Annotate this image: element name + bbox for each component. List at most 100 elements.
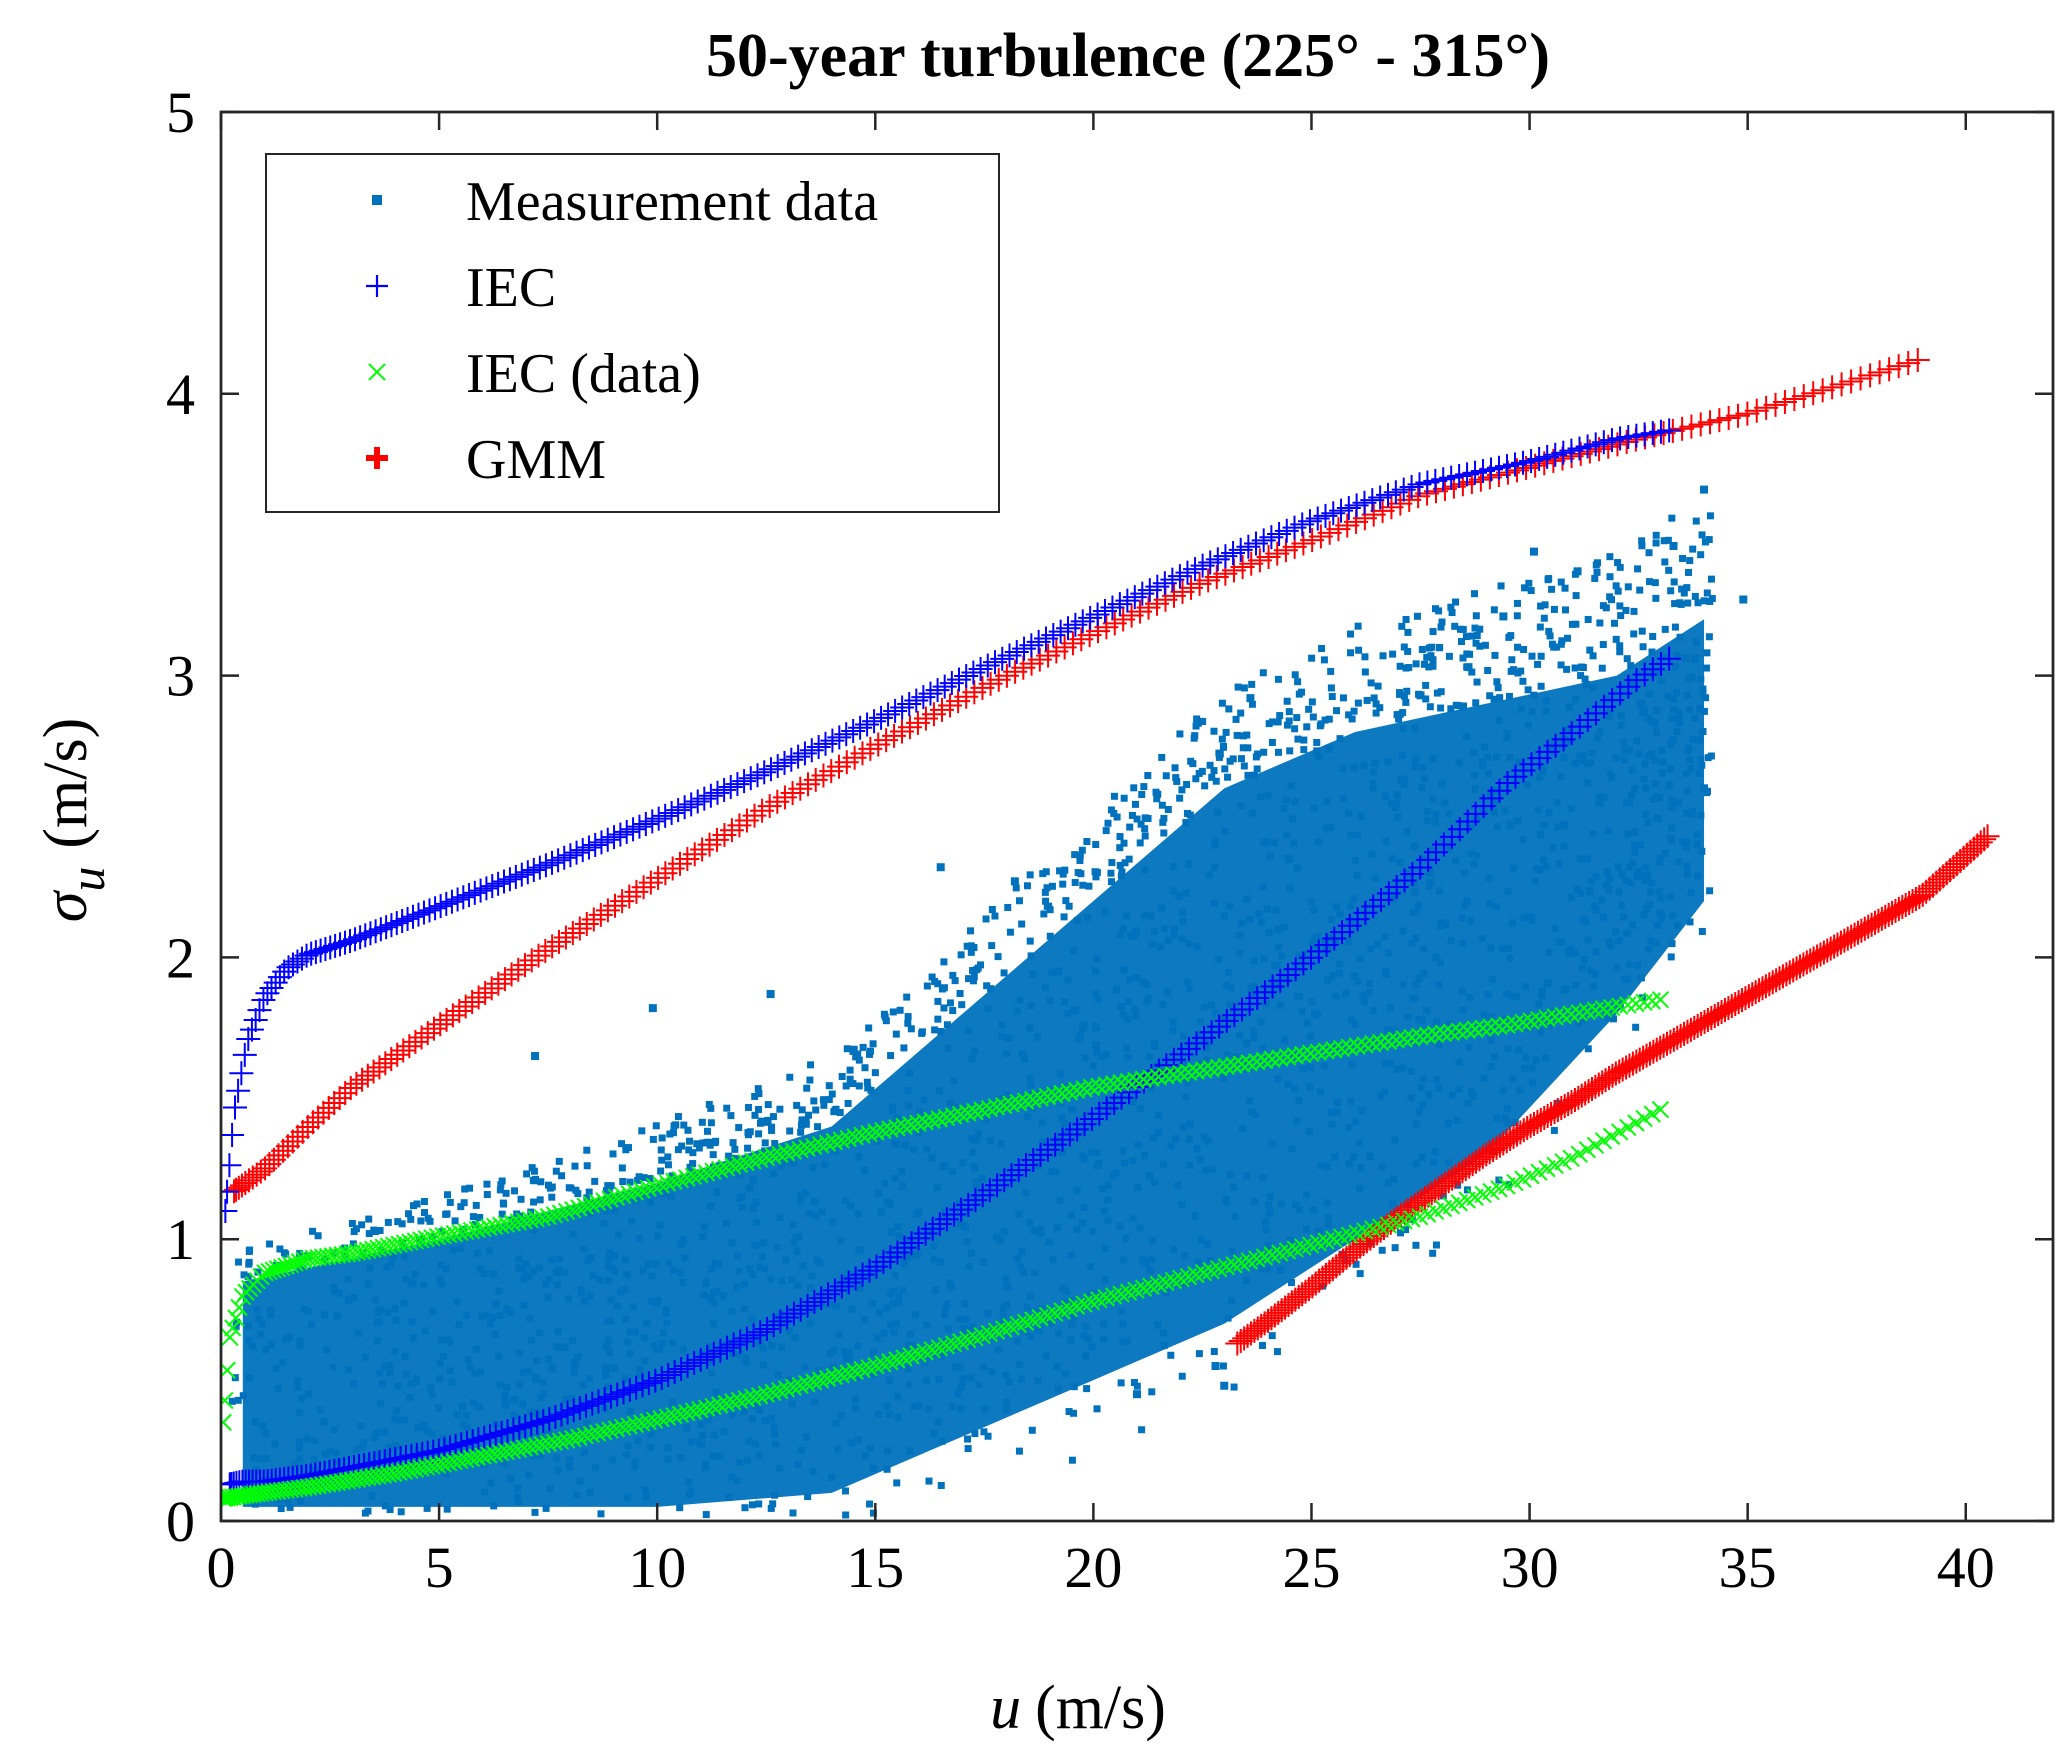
measurement-point — [558, 1172, 566, 1180]
measurement-point — [1382, 1059, 1390, 1067]
measurement-point — [1131, 800, 1139, 808]
measurement-point — [664, 1161, 672, 1169]
measurement-point — [1327, 916, 1335, 924]
series-marker-iec-0 — [358, 921, 383, 946]
measurement-point — [622, 1375, 630, 1383]
measurement-point — [701, 1460, 709, 1468]
measurement-point — [473, 1249, 481, 1257]
measurement-point — [971, 1047, 979, 1055]
series-marker-gmm-0 — [1820, 375, 1845, 400]
measurement-point — [1228, 1247, 1236, 1255]
measurement-point — [669, 1398, 677, 1406]
series-marker-iec-0 — [576, 835, 601, 860]
series-marker-iec-data--0 — [564, 1200, 582, 1219]
measurement-point — [1003, 1406, 1011, 1414]
measurement-point — [1357, 1164, 1365, 1172]
measurement-point — [1470, 860, 1478, 868]
measurement-point — [746, 1265, 754, 1273]
measurement-point — [723, 1104, 731, 1112]
series-marker-gmm-0 — [1782, 387, 1807, 412]
measurement-point — [1308, 654, 1316, 662]
series-marker-iec-data--0 — [1332, 1039, 1351, 1058]
series-marker-gmm-1 — [1603, 1061, 1628, 1086]
measurement-point — [1693, 840, 1701, 848]
measurement-point — [566, 1456, 574, 1464]
measurement-point — [1226, 1171, 1234, 1179]
series-marker-iec-0 — [497, 867, 522, 892]
measurement-point — [832, 1302, 840, 1310]
measurement-point — [647, 1430, 655, 1438]
measurement-point — [1447, 705, 1455, 713]
measurement-point — [1502, 990, 1510, 998]
measurement-point — [1686, 918, 1694, 926]
series-marker-iec-0 — [299, 941, 324, 966]
measurement-point — [1461, 902, 1469, 910]
measurement-point — [848, 1305, 856, 1313]
series-marker-iec-data--0 — [1466, 1020, 1484, 1038]
measurement-point — [699, 1232, 707, 1240]
measurement-point — [1049, 1256, 1057, 1264]
measurement-point — [1541, 1054, 1549, 1062]
series-marker-iec-1 — [519, 1412, 544, 1437]
series-marker-gmm-0 — [1523, 453, 1548, 478]
measurement-point — [883, 1198, 891, 1206]
series-marker-iec-data--0 — [1038, 1087, 1057, 1106]
series-marker-iec-0 — [395, 906, 420, 931]
measurement-point — [401, 1253, 409, 1261]
measurement-point — [1348, 715, 1356, 723]
measurement-point — [964, 1435, 972, 1443]
measurement-point — [1697, 811, 1705, 819]
measurement-outlier — [1560, 820, 1569, 829]
measurement-point — [1391, 804, 1399, 812]
series-marker-iec-1 — [495, 1419, 520, 1444]
series-marker-gmm-1 — [1549, 1096, 1574, 1121]
measurement-point — [1294, 678, 1302, 686]
series-marker-gmm-0 — [1735, 401, 1760, 426]
series-marker-gmm-0 — [421, 1016, 446, 1041]
measurement-point — [525, 1273, 533, 1281]
measurement-point — [1048, 969, 1056, 977]
series-marker-gmm-1 — [1610, 1057, 1635, 1082]
measurement-point — [1679, 554, 1687, 562]
measurement-point — [1676, 718, 1684, 726]
series-marker-gmm-1 — [1501, 1124, 1526, 1149]
measurement-point — [1636, 841, 1644, 849]
legend-marker-iec — [366, 275, 388, 297]
measurement-point — [1041, 888, 1049, 896]
measurement-point — [1345, 1160, 1353, 1168]
measurement-point — [1557, 640, 1565, 648]
series-marker-iec-data--0 — [1217, 1057, 1236, 1076]
measurement-point — [1189, 760, 1197, 768]
measurement-point — [1459, 654, 1467, 662]
measurement-point — [1328, 1120, 1336, 1128]
measurement-point — [1385, 949, 1393, 957]
series-marker-iec-data--0 — [1482, 1018, 1500, 1036]
series-marker-gmm-1 — [1522, 1111, 1547, 1136]
measurement-point — [517, 1195, 525, 1203]
measurement-point — [495, 1287, 503, 1295]
measurement-point — [1238, 1125, 1246, 1133]
measurement-point — [1358, 1107, 1366, 1115]
measurement-point — [1071, 851, 1079, 859]
measurement-point — [666, 1130, 674, 1138]
x-tick-label: 25 — [1282, 1535, 1340, 1600]
measurement-point — [552, 1167, 560, 1175]
measurement-point — [1550, 605, 1558, 613]
measurement-point — [1539, 767, 1547, 775]
measurement-point — [1116, 833, 1124, 841]
measurement-point — [1045, 1087, 1053, 1095]
series-marker-gmm-1 — [1859, 912, 1884, 937]
y-axis-subscript: u — [59, 867, 115, 892]
measurement-point — [1225, 969, 1233, 977]
measurement-point — [1542, 707, 1550, 715]
measurement-point — [1459, 1006, 1467, 1014]
measurement-point — [1041, 984, 1049, 992]
measurement-point — [1430, 1158, 1438, 1166]
measurement-point — [602, 1364, 610, 1372]
measurement-point — [643, 1319, 651, 1327]
measurement-point — [1410, 879, 1418, 887]
series-marker-iec-data--1 — [1578, 1141, 1597, 1159]
measurement-point — [463, 1423, 471, 1431]
measurement-point — [253, 1306, 261, 1314]
series-marker-gmm-1 — [1566, 1085, 1591, 1110]
